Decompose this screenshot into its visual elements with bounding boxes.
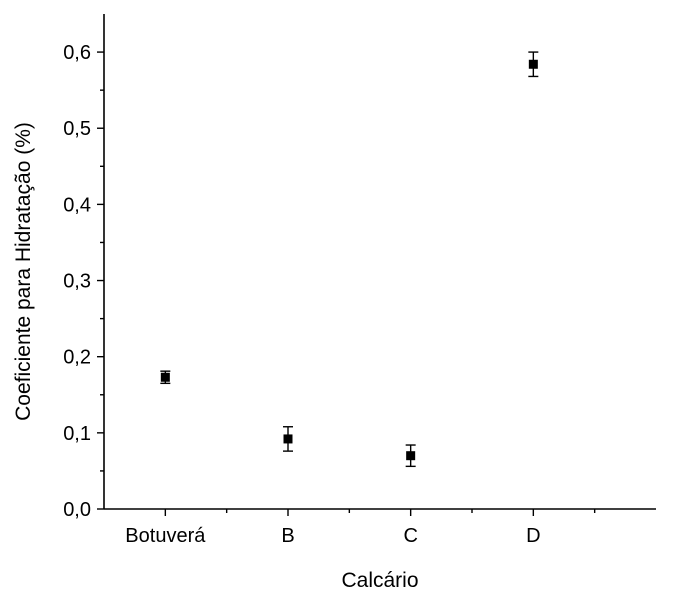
y-tick-label: 0,3 — [63, 271, 91, 293]
data-point — [528, 59, 538, 69]
data-point — [283, 434, 293, 444]
x-tick-label: D — [526, 525, 540, 547]
y-tick-label: 0,4 — [63, 194, 91, 216]
data-point — [406, 451, 416, 461]
data-marks — [160, 51, 539, 468]
data-point — [160, 372, 170, 382]
y-tick-label: 0,2 — [63, 347, 91, 369]
y-tick-label: 0,0 — [63, 499, 91, 521]
x-tick-label: C — [403, 525, 417, 547]
y-axis-title: Coeficiente para Hidratação (%) — [12, 122, 35, 421]
x-axis-title: Calcário — [341, 569, 418, 592]
y-tick-label: 0,1 — [63, 423, 91, 445]
axes — [103, 14, 656, 510]
x-tick-label: B — [281, 525, 294, 547]
y-tick-label: 0,6 — [63, 42, 91, 64]
ticks: 0,0 0,1 0,2 0,3 0,4 0,5 0,6 Botuverá B C D — [63, 42, 596, 547]
y-tick-label: 0,5 — [63, 118, 91, 140]
x-tick-label: Botuverá — [125, 525, 206, 547]
